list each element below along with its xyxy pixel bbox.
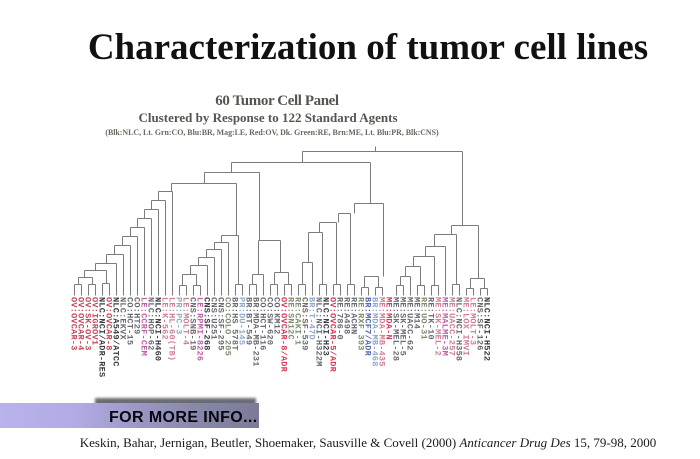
- svg-text:ME:LOX IMVI: ME:LOX IMVI: [461, 297, 471, 356]
- svg-text:LE:MOLT-3: LE:MOLT-3: [468, 297, 478, 345]
- svg-text:NLC:EKVX: NLC:EKVX: [118, 297, 128, 340]
- svg-text:LE:MOLT-4: LE:MOLT-4: [181, 297, 191, 345]
- svg-text:ME:SK-MEL-28: ME:SK-MEL-28: [391, 297, 401, 361]
- svg-text:CNS:SF-539: CNS:SF-539: [300, 297, 310, 351]
- svg-text:NLC:NCI-H358: NLC:NCI-H358: [454, 297, 464, 361]
- svg-text:BR:MDA-MB-468: BR:MDA-MB-468: [370, 297, 380, 367]
- svg-text:OV:SK-OV-3: OV:SK-OV-3: [83, 297, 93, 351]
- svg-text:NLC:HOP-62: NLC:HOP-62: [146, 297, 156, 351]
- svg-text:ME:MDA-N: ME:MDA-N: [384, 297, 394, 340]
- svg-text:CNS:SF-268: CNS:SF-268: [202, 297, 212, 351]
- svg-text:CO:SW-620: CO:SW-620: [265, 297, 275, 345]
- svg-text:LE:K-562: LE:K-562: [160, 297, 170, 340]
- svg-text:NLC:NCI-H460: NLC:NCI-H460: [153, 297, 163, 361]
- svg-text:ME:UACC-62: ME:UACC-62: [405, 297, 415, 351]
- svg-text:CNS:SF-126: CNS:SF-126: [475, 297, 485, 351]
- svg-text:BR:MCF7/ADR: BR:MCF7/ADR: [363, 297, 373, 357]
- svg-text:RE:A498: RE:A498: [342, 297, 352, 335]
- svg-text:CO:HCT-116: CO:HCT-116: [258, 297, 268, 351]
- svg-text:ME:SK-MEL-5: ME:SK-MEL-5: [398, 297, 408, 356]
- svg-text:NLC:NCI-H522: NLC:NCI-H522: [482, 297, 492, 361]
- svg-text:BR:HS 578T: BR:HS 578T: [230, 297, 240, 351]
- svg-text:OV:OVCAR-3: OV:OVCAR-3: [69, 297, 79, 351]
- svg-text:OV:IGROV1: OV:IGROV1: [90, 297, 100, 345]
- svg-text:BR:T-47D: BR:T-47D: [307, 297, 317, 340]
- svg-text:NLC:NCI-H322M: NLC:NCI-H322M: [314, 297, 324, 367]
- svg-text:OV:OVCAR-4: OV:OVCAR-4: [76, 297, 86, 351]
- svg-text:RE:CAKI-1: RE:CAKI-1: [293, 297, 303, 345]
- svg-text:OV:OVCAR-8: OV:OVCAR-8: [104, 297, 114, 351]
- svg-text:NLC:A549/ATCC: NLC:A549/ATCC: [111, 297, 121, 367]
- svg-text:ME:SK-MEL-2: ME:SK-MEL-2: [433, 297, 443, 356]
- svg-text:RE:SN12C: RE:SN12C: [286, 297, 296, 340]
- svg-text:RE:ACHN: RE:ACHN: [349, 297, 359, 335]
- svg-text:CO:KM12: CO:KM12: [272, 297, 282, 335]
- svg-text:PR:PC-3: PR:PC-3: [174, 297, 184, 335]
- svg-text:LE:CCRF-CEM: LE:CCRF-CEM: [139, 297, 149, 356]
- svg-text:BR:MDA-MB-231: BR:MDA-MB-231: [251, 297, 261, 367]
- svg-text:RE:UO-31: RE:UO-31: [419, 297, 429, 340]
- svg-text:ME:MALME-3M: ME:MALME-3M: [440, 297, 450, 356]
- svg-text:CNS:U251: CNS:U251: [209, 297, 219, 340]
- svg-text:RE:TK-10: RE:TK-10: [426, 297, 436, 340]
- svg-text:ME:UACC-257: ME:UACC-257: [447, 297, 457, 356]
- svg-text:RE:RXF 393: RE:RXF 393: [356, 297, 366, 351]
- svg-text:LE:RPMI-8226: LE:RPMI-8226: [195, 297, 205, 361]
- svg-text:CNS:SF-295: CNS:SF-295: [216, 297, 226, 351]
- svg-text:NLC:NCI/ADR-RES: NLC:NCI/ADR-RES: [97, 297, 107, 377]
- svg-text:CO:HCT-15: CO:HCT-15: [125, 297, 135, 345]
- svg-text:RE:786-0: RE:786-0: [335, 297, 345, 340]
- svg-text:CO:COLO 205: CO:COLO 205: [223, 297, 233, 356]
- svg-text:PR:DU-145: PR:DU-145: [237, 297, 247, 345]
- svg-text:LE:HL-60(TB): LE:HL-60(TB): [167, 297, 177, 361]
- svg-text:OV:OVCAR-8/ADR: OV:OVCAR-8/ADR: [279, 297, 289, 373]
- svg-text:NLC:NCI-H23: NLC:NCI-H23: [321, 297, 331, 356]
- svg-text:ME:M14: ME:M14: [412, 297, 422, 329]
- svg-text:ME:MDA-MB-435: ME:MDA-MB-435: [377, 297, 387, 367]
- svg-text:CNS:SNB-19: CNS:SNB-19: [188, 297, 198, 351]
- svg-text:OV:OVCAR-5/ADR: OV:OVCAR-5/ADR: [328, 297, 338, 373]
- svg-text:BR:BT-549: BR:BT-549: [244, 297, 254, 345]
- svg-text:CO:HT29: CO:HT29: [132, 297, 142, 335]
